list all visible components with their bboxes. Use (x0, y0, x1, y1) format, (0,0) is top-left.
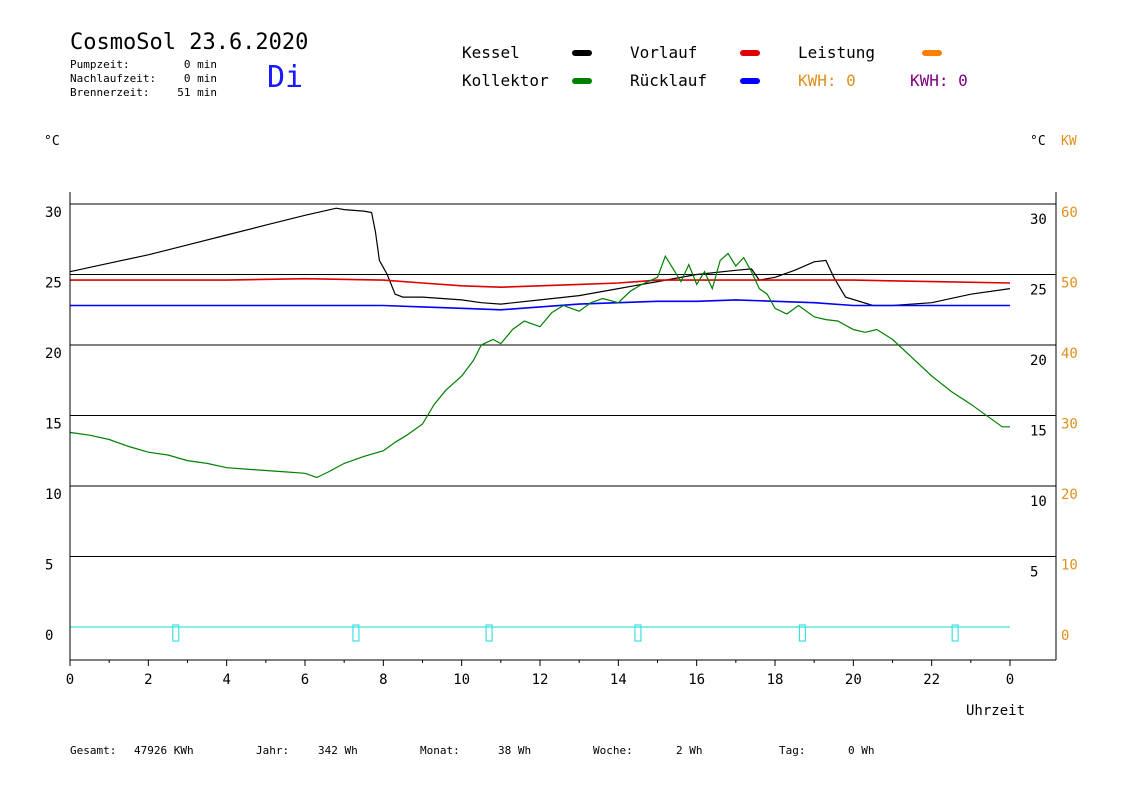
y-left-tick-label: 15 (45, 417, 62, 433)
series-kessel-line (69, 207, 1011, 307)
grid-layer (70, 203, 1056, 557)
y-left-tick-label: 20 (45, 346, 62, 362)
x-tick-label: 0 (66, 672, 74, 688)
series-vorlauf-line (70, 277, 1011, 289)
legend-kollektor-label: Kollektor (462, 71, 549, 90)
legend-kwh-other: KWH: 0 (910, 71, 968, 90)
stat-brennerzeit-value: 51 min (177, 86, 217, 99)
legend-kessel-swatch (572, 50, 592, 56)
weekday-label: Di (267, 60, 304, 95)
x-tick-label: 0 (1006, 672, 1014, 688)
x-tick-label: 12 (532, 672, 549, 688)
x-tick-label: 10 (453, 672, 470, 688)
legend-leistung-swatch (922, 50, 942, 56)
y-left-tick-label: 25 (45, 276, 62, 292)
footer-woche-value: 2 Wh (676, 744, 703, 757)
leistung-marker (951, 624, 959, 642)
stat-pumpzeit-value: 0 min (183, 58, 217, 71)
footer-woche-label: Woche: (593, 744, 633, 757)
y-power-tick-label: 20 (1061, 487, 1078, 503)
legend-leistung-label: Leistung (798, 43, 876, 62)
y-power-tick-label: 0 (1061, 628, 1069, 644)
legend-kollektor-swatch (572, 78, 592, 84)
footer-tag-value: 0 Wh (848, 744, 875, 757)
y-left-tick-label: 0 (45, 628, 53, 644)
y-power-tick-label: 30 (1061, 417, 1078, 433)
leistung-marker (485, 624, 493, 642)
stat-pumpzeit-label: Pumpzeit: (70, 58, 130, 71)
y-left-tick-label: 10 (45, 487, 62, 503)
stat-nachlaufzeit-label: Nachlaufzeit: (70, 72, 157, 85)
legend-vorlauf-swatch (740, 50, 760, 56)
leistung-marker (352, 624, 360, 642)
x-tick-label: 18 (767, 672, 784, 688)
legend-kessel-label: Kessel (462, 43, 520, 62)
stat-brennerzeit-label: Brennerzeit: (70, 86, 150, 99)
series-layer (69, 207, 1011, 642)
x-tick-label: 8 (379, 672, 387, 688)
y-right-tick-label: 20 (1030, 353, 1047, 369)
leistung-marker (634, 624, 642, 642)
x-tick-label: 14 (610, 672, 627, 688)
x-tick-label: 2 (144, 672, 152, 688)
y-power-tick-label: 60 (1061, 205, 1078, 221)
leistung-marker (172, 624, 180, 642)
leistung-marker (798, 624, 807, 642)
y-left-tick-label: 30 (45, 205, 62, 221)
y-right-tick-label: 30 (1030, 212, 1047, 228)
series-kollektor-line (69, 252, 1010, 479)
y-power-tick-label: 40 (1061, 346, 1078, 362)
legend-ruecklauf-label: Rücklauf (630, 71, 708, 90)
right-axis-temp-unit: °C (1030, 134, 1046, 149)
x-tick-label: 16 (688, 672, 705, 688)
footer-jahr-value: 342 Wh (318, 744, 358, 757)
legend-kwh-solar: KWH: 0 (798, 71, 856, 90)
x-tick-label: 4 (222, 672, 230, 688)
footer-gesamt-label: Gesamt: (70, 744, 117, 757)
x-tick-label: 6 (301, 672, 309, 688)
x-tick-label: 20 (845, 672, 862, 688)
y-right-tick-label: 10 (1030, 494, 1047, 510)
series-rcklauf-line (70, 299, 1010, 311)
y-power-tick-label: 10 (1061, 558, 1078, 574)
footer-gesamt-value: 47926 KWh (134, 744, 194, 757)
page-title: CosmoSol 23.6.2020 (70, 30, 309, 55)
footer-monat-value: 38 Wh (498, 744, 532, 757)
x-tick-label: 22 (923, 672, 940, 688)
x-axis-label: Uhrzeit (966, 703, 1025, 719)
left-axis-unit: °C (44, 134, 60, 149)
y-right-tick-label: 5 (1030, 565, 1038, 581)
y-left-tick-label: 5 (45, 558, 53, 574)
y-power-tick-label: 50 (1061, 276, 1078, 292)
footer-tag-label: Tag: (779, 744, 806, 757)
legend-ruecklauf-swatch (740, 78, 760, 84)
right-axis-power-unit: KW (1061, 134, 1077, 149)
legend-vorlauf-label: Vorlauf (630, 43, 698, 62)
footer-jahr-label: Jahr: (256, 744, 290, 757)
y-right-tick-label: 15 (1030, 424, 1047, 440)
y-right-tick-label: 25 (1030, 283, 1047, 299)
footer-monat-label: Monat: (420, 744, 460, 757)
stat-nachlaufzeit-value: 0 min (183, 72, 217, 85)
